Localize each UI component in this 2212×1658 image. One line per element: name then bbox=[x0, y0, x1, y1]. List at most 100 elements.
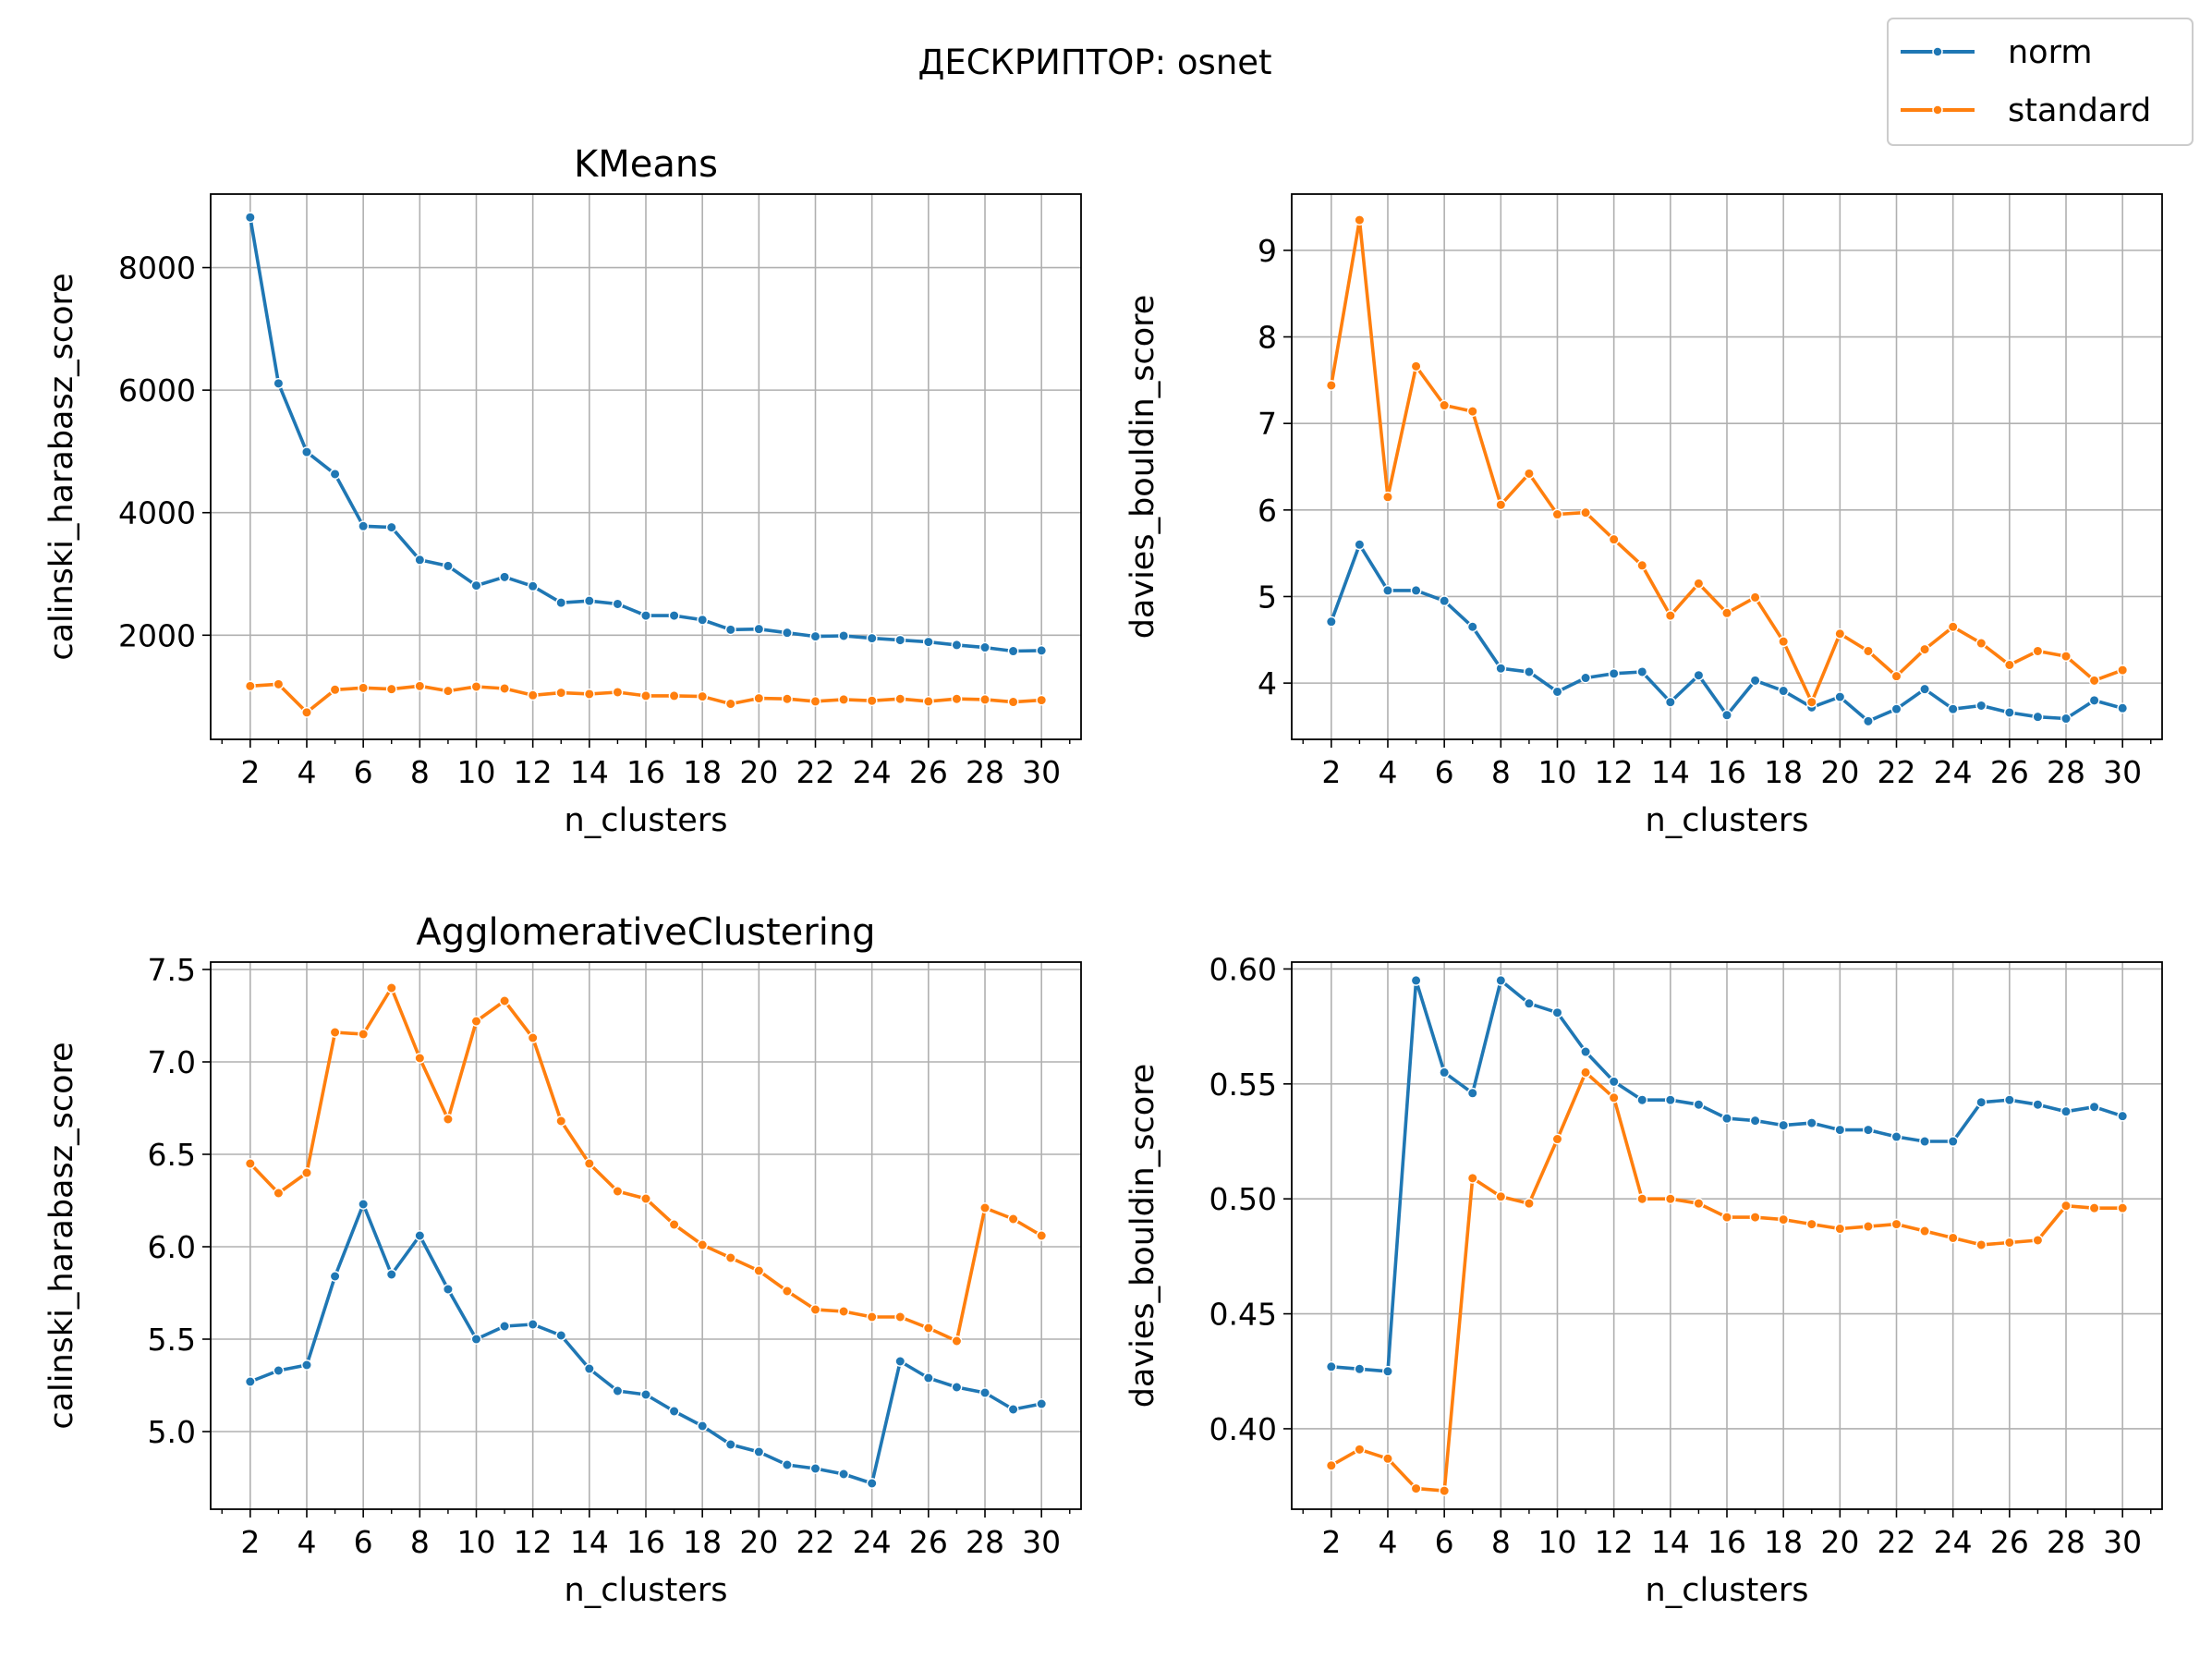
series-standard-point bbox=[951, 693, 963, 705]
y-tick-label: 7.5 bbox=[148, 952, 196, 988]
series-norm-point bbox=[724, 624, 736, 636]
series-standard-point bbox=[1863, 645, 1874, 657]
series-norm-point bbox=[1036, 1398, 1048, 1409]
series-standard-point bbox=[244, 1158, 256, 1169]
series-standard-point bbox=[1439, 1485, 1451, 1497]
series-standard-point bbox=[2088, 675, 2100, 687]
series-standard-point bbox=[2088, 1202, 2100, 1214]
series-norm-point bbox=[1551, 1006, 1563, 1018]
series-standard-point bbox=[1524, 468, 1535, 480]
series-standard-point bbox=[1636, 559, 1648, 571]
subplot-2: 2 4 6 8 10 12 14 16 18 20 22 24 26 28 30456789n_cluste… bbox=[1124, 193, 2163, 839]
series-standard-point bbox=[979, 1202, 991, 1213]
x-tick-label: 2 bbox=[240, 754, 260, 790]
series-standard-point bbox=[724, 698, 736, 710]
series-norm-point bbox=[782, 627, 793, 639]
series-standard-point bbox=[527, 689, 539, 701]
x-tick-label: 8 bbox=[1491, 754, 1511, 790]
series-norm-point bbox=[2060, 713, 2072, 725]
series-standard-point bbox=[1805, 1218, 1817, 1230]
series-norm-point bbox=[1947, 703, 1959, 715]
y-tick-label: 2000 bbox=[118, 617, 196, 653]
series-standard-point bbox=[555, 1115, 567, 1127]
series-standard-point bbox=[1495, 499, 1507, 511]
series-standard-point bbox=[1007, 696, 1019, 708]
x-tick-label: 28 bbox=[966, 1524, 1004, 1560]
x-tick-label: 28 bbox=[2047, 1524, 2085, 1560]
x-tick-label: 4 bbox=[1378, 754, 1397, 790]
x-tick-label: 2 bbox=[1321, 1524, 1341, 1560]
series-standard-point bbox=[724, 1252, 736, 1263]
series-norm-point bbox=[1608, 1076, 1620, 1088]
series-norm-point bbox=[1580, 1046, 1591, 1057]
series-norm-point bbox=[2088, 1101, 2100, 1113]
x-tick-label: 22 bbox=[796, 1524, 835, 1560]
x-tick-label: 30 bbox=[2103, 1524, 2142, 1560]
series-norm-point bbox=[1834, 691, 1846, 703]
series-norm-point bbox=[866, 1478, 878, 1489]
series-standard-point bbox=[1975, 638, 1987, 649]
legend-norm-label: norm bbox=[2008, 34, 2092, 71]
series-standard-point bbox=[753, 692, 765, 704]
x-tick-label: 24 bbox=[853, 754, 892, 790]
series-standard-point bbox=[2117, 1202, 2129, 1214]
series-standard-point bbox=[2032, 1235, 2044, 1246]
series-norm-point bbox=[583, 1363, 595, 1374]
series-standard-point bbox=[301, 706, 312, 718]
x-tick-label: 16 bbox=[1708, 754, 1746, 790]
series-standard-point bbox=[527, 1032, 539, 1043]
x-tick-label: 22 bbox=[796, 754, 835, 790]
series-norm-point bbox=[979, 641, 991, 653]
x-tick-label: 18 bbox=[1764, 754, 1803, 790]
x-tick-label: 10 bbox=[456, 1524, 495, 1560]
series-norm-point bbox=[724, 1439, 736, 1450]
series-standard-point bbox=[1919, 643, 1930, 655]
series-standard-point bbox=[951, 1335, 963, 1347]
x-tick-label: 10 bbox=[1537, 754, 1576, 790]
x-tick-label: 30 bbox=[1022, 754, 1061, 790]
series-standard-point bbox=[1919, 1225, 1930, 1237]
series-standard-point bbox=[866, 1311, 878, 1323]
series-norm-point bbox=[470, 579, 482, 591]
x-tick-label: 18 bbox=[683, 1524, 722, 1560]
series-norm-point bbox=[1410, 974, 1422, 986]
series-standard-point bbox=[273, 1188, 285, 1199]
series-standard-point bbox=[1749, 1212, 1761, 1224]
x-tick-label: 18 bbox=[1764, 1524, 1803, 1560]
series-standard-point bbox=[1580, 1067, 1591, 1079]
series-norm-point bbox=[753, 623, 765, 635]
legend-standard-label: standard bbox=[2008, 92, 2151, 129]
series-norm-point bbox=[1863, 715, 1874, 727]
x-tick-label: 18 bbox=[683, 754, 722, 790]
series-standard-point bbox=[1551, 508, 1563, 520]
series-norm-point bbox=[668, 1406, 680, 1417]
series-standard-point bbox=[697, 1239, 709, 1250]
series-norm-point bbox=[358, 1199, 370, 1210]
subplot-3: 2 4 6 8 10 12 14 16 18 20 22 24 26 28 305.05.56.06.57.… bbox=[43, 911, 1082, 1609]
legend-norm-marker bbox=[1932, 46, 1943, 57]
series-norm-point bbox=[2032, 711, 2044, 723]
series-norm-point bbox=[499, 1321, 510, 1332]
series-norm-point bbox=[1439, 1067, 1451, 1079]
series-standard-point bbox=[583, 689, 595, 700]
series-standard-point bbox=[1007, 1213, 1019, 1225]
series-standard-point bbox=[894, 693, 906, 705]
series-norm-point bbox=[782, 1459, 793, 1470]
series-standard-point bbox=[2060, 651, 2072, 662]
series-standard-point bbox=[1664, 1193, 1676, 1205]
x-tick-label: 22 bbox=[1878, 754, 1916, 790]
series-standard-point bbox=[273, 678, 285, 690]
series-norm-point bbox=[583, 595, 595, 607]
series-norm-point bbox=[809, 1463, 821, 1474]
series-norm-point bbox=[385, 1269, 397, 1280]
series-norm-point bbox=[244, 1376, 256, 1387]
series-norm-point bbox=[1524, 666, 1535, 677]
y-tick-label: 6 bbox=[1258, 493, 1277, 529]
series-norm-point bbox=[301, 446, 312, 457]
series-norm-point bbox=[1354, 539, 1366, 551]
series-standard-point bbox=[1834, 1223, 1846, 1235]
series-norm-point bbox=[414, 554, 426, 566]
series-norm-point bbox=[1524, 997, 1535, 1009]
axes-frame bbox=[1291, 961, 2163, 1510]
series-standard-point bbox=[922, 1323, 934, 1334]
